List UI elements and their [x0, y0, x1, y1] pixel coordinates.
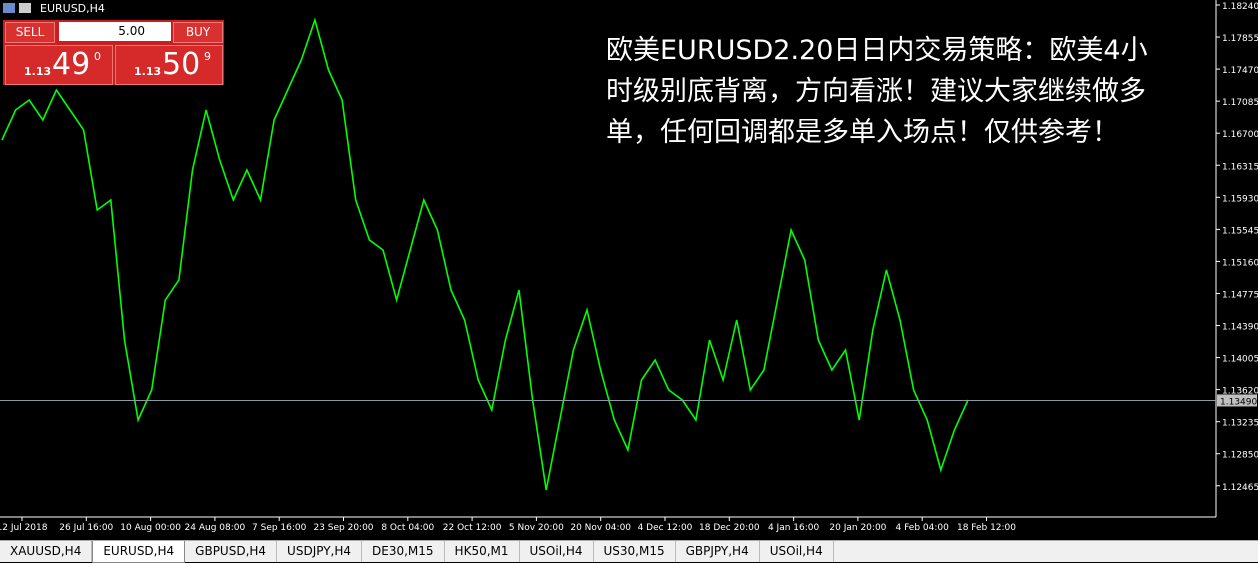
x-tick-label: 5 Nov 20:00: [509, 523, 564, 533]
x-tick-label: 18 Feb 12:00: [957, 523, 1016, 533]
y-tick-label: 1.15160: [1222, 258, 1258, 268]
y-tick-label: 1.17855: [1222, 34, 1258, 44]
x-tick-label: 4 Feb 04:00: [896, 523, 950, 533]
annotation-line: 单，任何回调都是多单入场点！仅供参考！: [606, 117, 1119, 148]
tab[interactable]: EURUSD,H4: [92, 541, 186, 563]
y-tick-label: 1.14005: [1222, 355, 1258, 365]
price-small: 9: [204, 50, 211, 63]
x-tick-label: 20 Jan 20:00: [829, 523, 886, 533]
chart: EURUSD,H4 1.18240 1.17855 1.17470 1.17085 1.…: [0, 0, 1258, 540]
volume-input[interactable]: 5.00: [59, 22, 171, 41]
x-tick-label: 24 Aug 08:00: [185, 523, 246, 533]
y-tick-label: 1.15545: [1222, 226, 1258, 236]
tab[interactable]: USDJPY,H4: [277, 541, 363, 562]
bid-price[interactable]: 1.13 49 0: [5, 45, 113, 85]
y-tick-label: 1.17470: [1222, 66, 1258, 76]
tab[interactable]: USOil,H4: [520, 541, 594, 562]
y-tick-label: 1.14775: [1222, 290, 1258, 300]
window-icon: [3, 3, 15, 13]
y-tick-label: 1.15930: [1222, 194, 1258, 204]
price-small: 0: [94, 50, 101, 63]
window-title: EURUSD,H4: [40, 2, 105, 15]
y-tick-label: 1.13235: [1222, 419, 1258, 429]
x-tick-label: 20 Nov 04:00: [570, 523, 631, 533]
y-tick-label: 1.12465: [1222, 483, 1258, 493]
x-tick-label: 4 Dec 12:00: [638, 523, 693, 533]
tab[interactable]: GBPUSD,H4: [185, 541, 278, 562]
x-tick-label: 12 Jul 2018: [0, 523, 48, 533]
x-tick-label: 4 Jan 16:00: [768, 523, 820, 533]
x-tick-label: 22 Oct 12:00: [443, 523, 502, 533]
tab-bar: XAUUSD,H4 EURUSD,H4 GBPUSD,H4 USDJPY,H4 DE30…: [0, 540, 1258, 563]
y-tick-label: 1.17085: [1222, 98, 1258, 108]
annotation-line: 时级别底背离，方向看涨！建议大家继续做多: [606, 76, 1146, 107]
price-prefix: 1.13: [134, 65, 162, 78]
annotation: 欧美EURUSD2.20日日内交易策略：欧美4小 时级别底背离，方向看涨！建议大家…: [606, 30, 1148, 153]
y-tick-label: 1.16315: [1222, 162, 1258, 172]
tab[interactable]: US30,M15: [594, 541, 676, 562]
x-tick-label: 23 Sep 20:00: [313, 523, 373, 533]
ask-price[interactable]: 1.13 50 9: [115, 45, 223, 85]
price-big: 50: [162, 47, 201, 82]
current-price-label: 1.13490: [1220, 397, 1257, 407]
price-line: [1, 17, 969, 491]
price-big: 49: [52, 47, 91, 82]
x-tick-label: 26 Jul 16:00: [59, 523, 113, 533]
y-tick-label: 1.16700: [1222, 130, 1258, 140]
y-tick-label: 1.18240: [1222, 2, 1258, 12]
tab[interactable]: USOil,H4: [760, 541, 834, 562]
tab[interactable]: DE30,M15: [362, 541, 445, 562]
y-tick-label: 1.13620: [1222, 387, 1258, 397]
y-tick-label: 1.14390: [1222, 323, 1258, 333]
trade-panel: SELL 5.00 BUY 1.13 49 0 1.13 50 9: [3, 20, 224, 85]
sell-button[interactable]: SELL: [5, 22, 55, 43]
background: [0, 0, 1258, 540]
tab[interactable]: HK50,M1: [445, 541, 520, 562]
x-tick-label: 7 Sep 16:00: [252, 523, 307, 533]
tab[interactable]: GBPJPY,H4: [676, 541, 760, 562]
buy-button[interactable]: BUY: [173, 22, 223, 43]
x-tick-label: 18 Dec 20:00: [699, 523, 760, 533]
tab[interactable]: XAUUSD,H4: [0, 541, 93, 562]
window-icon: [19, 3, 31, 13]
x-tick-label: 10 Aug 00:00: [120, 523, 181, 533]
annotation-line: 欧美EURUSD2.20日日内交易策略：欧美4小: [606, 35, 1148, 66]
price-prefix: 1.13: [24, 65, 52, 78]
y-tick-label: 1.12850: [1222, 451, 1258, 461]
current-price-box: [1217, 394, 1257, 407]
x-tick-label: 8 Oct 04:00: [381, 523, 434, 533]
